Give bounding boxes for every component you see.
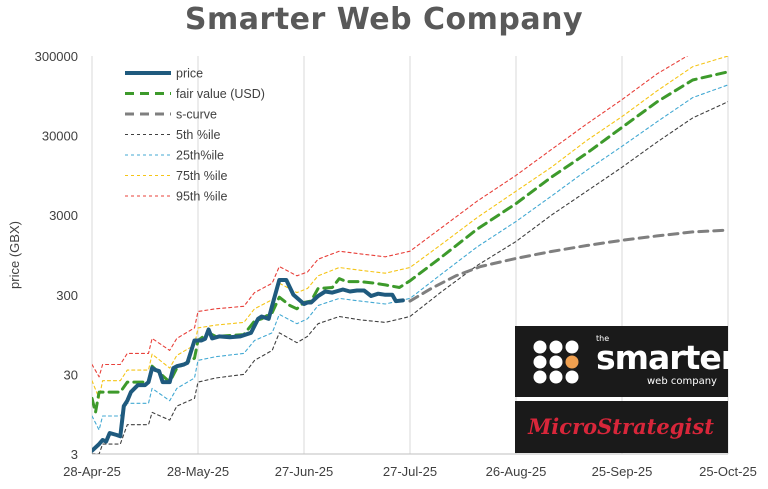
x-tick-label: 25-Sep-25 xyxy=(592,464,653,479)
series-line-2 xyxy=(408,228,728,303)
x-tick-label: 28-Apr-25 xyxy=(63,464,121,479)
smarter-web-logo: smarter the web company xyxy=(515,326,739,397)
legend-label: 25th%ile xyxy=(176,149,224,163)
svg-text:smarter: smarter xyxy=(596,338,738,377)
logo-dot xyxy=(549,370,563,384)
y-axis-title: price (GBX) xyxy=(7,221,22,289)
x-tick-label: 25-Oct-25 xyxy=(699,464,757,479)
logo-dot xyxy=(565,370,579,384)
logo-dot xyxy=(565,340,579,354)
series-line-0 xyxy=(92,278,405,453)
svg-text:web company: web company xyxy=(647,376,717,387)
legend-label: fair value (USD) xyxy=(176,87,265,101)
series-layer xyxy=(92,56,728,454)
y-tick-label: 300000 xyxy=(35,49,78,64)
microstrategist-logo: MicroStrategist xyxy=(515,401,728,453)
x-tick-label: 26-Aug-25 xyxy=(486,464,547,479)
chart-title: Smarter Web Company xyxy=(184,2,584,37)
x-tick-label: 27-Jul-25 xyxy=(383,464,437,479)
y-tick-label: 30 xyxy=(64,367,78,382)
logo-dot xyxy=(533,355,547,369)
logo-dot xyxy=(533,340,547,354)
legend-label: s-curve xyxy=(176,108,217,122)
legend-label: 5th %ile xyxy=(176,128,221,142)
y-tick-label: 30000 xyxy=(42,129,78,144)
legend: price fair value (USD) s-curve 5th %ile 25th… xyxy=(125,67,265,204)
legend-label: price xyxy=(176,67,203,81)
series-line-6 xyxy=(92,56,689,378)
x-axis-labels: 28-Apr-25 28-May-25 27-Jun-25 27-Jul-25 26-A… xyxy=(63,464,757,479)
logo-dot xyxy=(565,355,579,369)
series-line-4 xyxy=(92,84,728,431)
series-line-1 xyxy=(92,70,728,414)
dots-icon xyxy=(533,340,579,384)
logo-dot xyxy=(533,370,547,384)
y-tick-label: 3 xyxy=(71,447,78,462)
logo-dot xyxy=(549,340,563,354)
y-axis-labels: 3 30 300 3000 30000 300000 xyxy=(35,49,78,462)
x-tick-label: 27-Jun-25 xyxy=(275,464,334,479)
legend-label: 75th %ile xyxy=(176,169,227,183)
svg-text:MicroStrategist: MicroStrategist xyxy=(527,414,714,439)
logo-dot xyxy=(549,355,563,369)
x-tick-label: 28-May-25 xyxy=(167,464,229,479)
y-tick-label: 3000 xyxy=(49,208,78,223)
svg-text:the: the xyxy=(596,334,609,343)
y-tick-label: 300 xyxy=(56,288,78,303)
legend-label: 95th %ile xyxy=(176,190,227,204)
series-line-3 xyxy=(92,101,728,454)
